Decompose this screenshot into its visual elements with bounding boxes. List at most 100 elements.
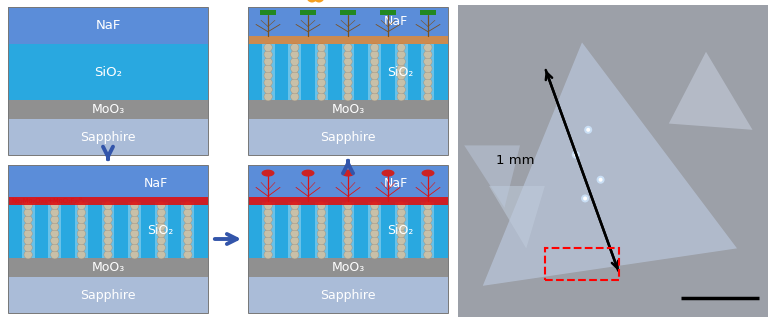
Circle shape (371, 72, 378, 80)
Circle shape (24, 222, 33, 231)
Circle shape (317, 215, 326, 224)
Bar (341, 44, 354, 100)
Circle shape (371, 92, 378, 101)
Circle shape (104, 244, 112, 252)
Circle shape (423, 251, 432, 259)
Circle shape (397, 65, 406, 73)
Circle shape (264, 43, 272, 52)
Bar (248, 165, 448, 313)
Circle shape (157, 244, 166, 252)
Circle shape (264, 72, 272, 80)
Circle shape (183, 237, 192, 245)
Circle shape (264, 50, 272, 59)
Circle shape (104, 237, 112, 245)
Circle shape (131, 208, 139, 217)
Circle shape (317, 222, 326, 231)
Circle shape (397, 43, 406, 52)
Circle shape (317, 208, 326, 217)
Circle shape (77, 215, 86, 224)
Circle shape (157, 215, 166, 224)
Circle shape (397, 92, 406, 101)
Text: Sapphire: Sapphire (80, 131, 135, 144)
Text: MoO₃: MoO₃ (91, 261, 125, 274)
Circle shape (104, 251, 112, 259)
Bar (262, 202, 275, 258)
Circle shape (131, 244, 139, 252)
Circle shape (572, 151, 580, 159)
Circle shape (50, 215, 59, 224)
Bar (458, 5, 768, 317)
Circle shape (317, 65, 326, 73)
Circle shape (371, 222, 378, 231)
Circle shape (371, 57, 378, 66)
Circle shape (581, 195, 589, 203)
Circle shape (290, 244, 299, 252)
Circle shape (77, 237, 86, 245)
Circle shape (290, 201, 299, 210)
Circle shape (264, 208, 272, 217)
Circle shape (264, 222, 272, 231)
Circle shape (264, 57, 272, 66)
Bar (341, 202, 354, 258)
Circle shape (131, 230, 139, 238)
Circle shape (290, 72, 299, 80)
Bar (8, 258, 208, 277)
Circle shape (317, 57, 326, 66)
Bar (75, 202, 88, 258)
Circle shape (264, 65, 272, 73)
Bar (262, 44, 275, 100)
Circle shape (344, 230, 352, 238)
Bar (248, 44, 448, 100)
Text: Sapphire: Sapphire (320, 289, 375, 302)
Circle shape (104, 222, 112, 231)
Circle shape (397, 79, 406, 87)
Circle shape (290, 215, 299, 224)
Circle shape (290, 65, 299, 73)
Bar (248, 36, 448, 44)
Circle shape (344, 208, 352, 217)
Circle shape (50, 230, 59, 238)
Bar (8, 197, 208, 205)
Text: SiO₂: SiO₂ (94, 65, 122, 79)
Circle shape (397, 251, 406, 259)
Circle shape (574, 153, 578, 157)
Bar (380, 10, 396, 15)
Circle shape (131, 201, 139, 210)
Circle shape (131, 222, 139, 231)
Circle shape (423, 230, 432, 238)
Circle shape (397, 230, 406, 238)
Circle shape (397, 201, 406, 210)
Circle shape (344, 215, 352, 224)
Text: MoO₃: MoO₃ (91, 103, 125, 116)
Bar (101, 202, 115, 258)
Text: SiO₂: SiO₂ (387, 65, 413, 79)
Circle shape (307, 0, 317, 3)
Circle shape (24, 237, 33, 245)
Circle shape (586, 128, 591, 132)
Bar (248, 165, 448, 202)
Bar (22, 202, 35, 258)
Ellipse shape (382, 169, 395, 177)
Circle shape (24, 201, 33, 210)
Circle shape (344, 201, 352, 210)
Circle shape (423, 201, 432, 210)
Circle shape (371, 251, 378, 259)
Text: 1 mm: 1 mm (495, 154, 534, 167)
Circle shape (157, 208, 166, 217)
Text: Sapphire: Sapphire (320, 131, 375, 144)
Circle shape (264, 230, 272, 238)
Polygon shape (489, 186, 545, 248)
Bar (315, 44, 328, 100)
Circle shape (423, 92, 432, 101)
Circle shape (397, 57, 406, 66)
Circle shape (371, 201, 378, 210)
Circle shape (371, 65, 378, 73)
Bar (340, 10, 356, 15)
Polygon shape (483, 42, 737, 286)
Circle shape (77, 222, 86, 231)
Circle shape (597, 176, 604, 184)
Circle shape (397, 72, 406, 80)
Circle shape (371, 79, 378, 87)
Bar (368, 44, 381, 100)
Circle shape (183, 244, 192, 252)
